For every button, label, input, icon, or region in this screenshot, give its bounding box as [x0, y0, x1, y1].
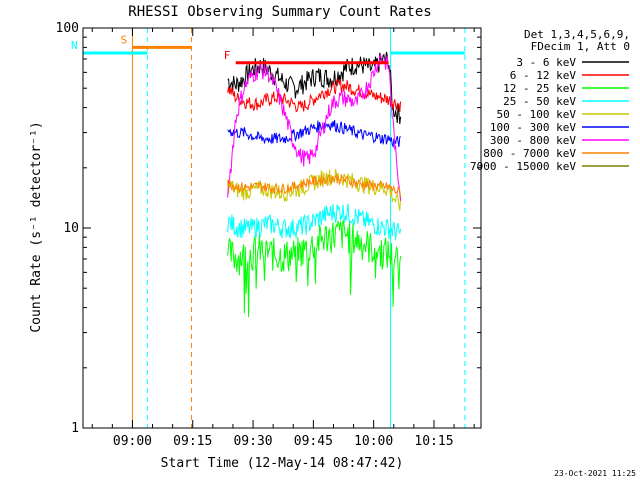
y-tick-label: 1 [71, 421, 79, 436]
x-tick-label: 09:15 [173, 434, 212, 449]
y-tick-label: 10 [63, 221, 79, 236]
legend-label-5: 100 - 300 keV [490, 121, 576, 134]
x-tick-label: 10:15 [414, 434, 453, 449]
legend-header-line-2: FDecim 1, Att 0 [531, 40, 630, 53]
series-line-1 [227, 78, 402, 113]
annotation-label-s: S [120, 33, 127, 46]
annotation-label-n: N [71, 39, 78, 52]
plot-frame [82, 27, 482, 429]
x-tick-label: 09:00 [113, 434, 152, 449]
annotation-label-f: F [224, 49, 231, 62]
series-line-7 [227, 173, 402, 198]
axes: 1 10 100 09:00 09:15 09:30 09:45 10:00 10:15 [56, 21, 482, 449]
chart-title: RHESSI Observing Summary Count Rates [128, 4, 431, 20]
x-tick-label: 09:30 [233, 434, 272, 449]
x-tick-label: 09:45 [294, 434, 333, 449]
series-line-3 [227, 203, 402, 240]
legend-label-0: 3 - 6 keV [516, 56, 576, 69]
series-line-6 [227, 52, 402, 201]
legend-label-7: 800 - 7000 keV [483, 147, 576, 160]
legend-header-line-1: Det 1,3,4,5,6,9, [524, 28, 630, 41]
legend-label-4: 50 - 100 keV [497, 108, 577, 121]
x-tick-label: 10:00 [354, 434, 393, 449]
legend-label-3: 25 - 50 keV [503, 95, 576, 108]
y-tick-label: 100 [56, 21, 79, 36]
legend-label-6: 300 - 800 keV [490, 134, 576, 147]
series-line-4 [227, 168, 402, 211]
legend-label-1: 6 - 12 keV [510, 69, 577, 82]
legend: Det 1,3,4,5,6,9, FDecim 1, Att 0 3 - 6 k… [470, 28, 630, 173]
series-line-2 [227, 219, 402, 318]
legend-label-2: 12 - 25 keV [503, 82, 576, 95]
x-axis-label: Start Time (12-May-14 08:47:42) [161, 456, 404, 471]
y-axis-label: Count Rate (s⁻¹ detector⁻¹) [29, 121, 44, 332]
legend-label-8: 7000 - 15000 keV [470, 160, 576, 173]
plot-area [83, 28, 466, 428]
footer-timestamp: 23-Oct-2021 11:25 [554, 469, 636, 478]
series-line-5 [227, 119, 401, 149]
